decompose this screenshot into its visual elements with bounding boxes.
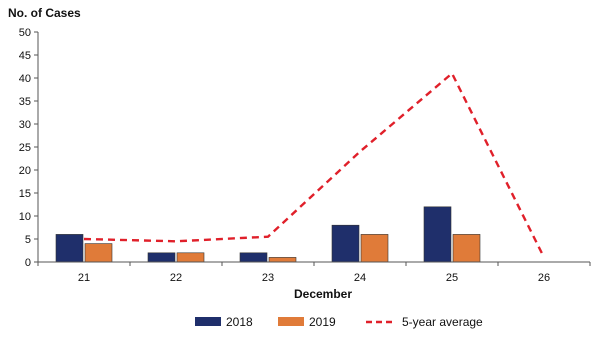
y-tick-label: 0 — [25, 257, 31, 269]
legend: 2018 2019 5-year average — [195, 315, 483, 329]
bar-2018 — [423, 206, 452, 263]
x-tick-label: 23 — [262, 272, 274, 284]
y-tick-labels: 0 5 10 15 20 25 30 35 40 45 50 — [19, 27, 31, 269]
x-tick-label: 21 — [78, 272, 90, 284]
bar-2018 — [147, 252, 176, 263]
x-tick-label: 26 — [538, 272, 550, 284]
bar-2019 — [176, 252, 205, 263]
bar-2019 — [268, 257, 297, 263]
legend-label: 5-year average — [402, 315, 483, 329]
legend-swatch — [195, 317, 221, 326]
y-tick-label: 35 — [19, 96, 31, 108]
bar-2019 — [452, 234, 481, 263]
y-tick-label: 20 — [19, 165, 31, 177]
y-tick-label: 50 — [19, 27, 31, 39]
bars — [55, 206, 481, 263]
legend-swatch — [278, 317, 304, 326]
y-tick-label: 30 — [19, 119, 31, 131]
y-tick-label: 15 — [19, 188, 31, 200]
y-axis-title: No. of Cases — [8, 6, 81, 20]
x-axis-title: December — [294, 287, 352, 301]
bar-2018 — [331, 224, 360, 263]
x-tick-label: 22 — [170, 272, 182, 284]
x-tick-labels: 21 22 23 24 25 26 — [78, 272, 550, 284]
bar-2018 — [55, 234, 84, 263]
y-tick-label: 5 — [25, 234, 31, 246]
x-tick-label: 25 — [446, 272, 458, 284]
y-tick-label: 45 — [19, 50, 31, 62]
bar-2018 — [239, 252, 268, 263]
legend-label: 2019 — [309, 315, 336, 329]
x-tick-label: 24 — [354, 272, 366, 284]
line-5-year-average — [83, 71, 546, 258]
y-tick-label: 25 — [19, 142, 31, 154]
y-tick-label: 40 — [19, 73, 31, 85]
bar-2019 — [84, 243, 113, 263]
bar-2019 — [360, 234, 389, 263]
legend-label: 2018 — [226, 315, 253, 329]
axes — [34, 31, 591, 266]
y-tick-label: 10 — [19, 211, 31, 223]
average-line — [83, 71, 546, 258]
